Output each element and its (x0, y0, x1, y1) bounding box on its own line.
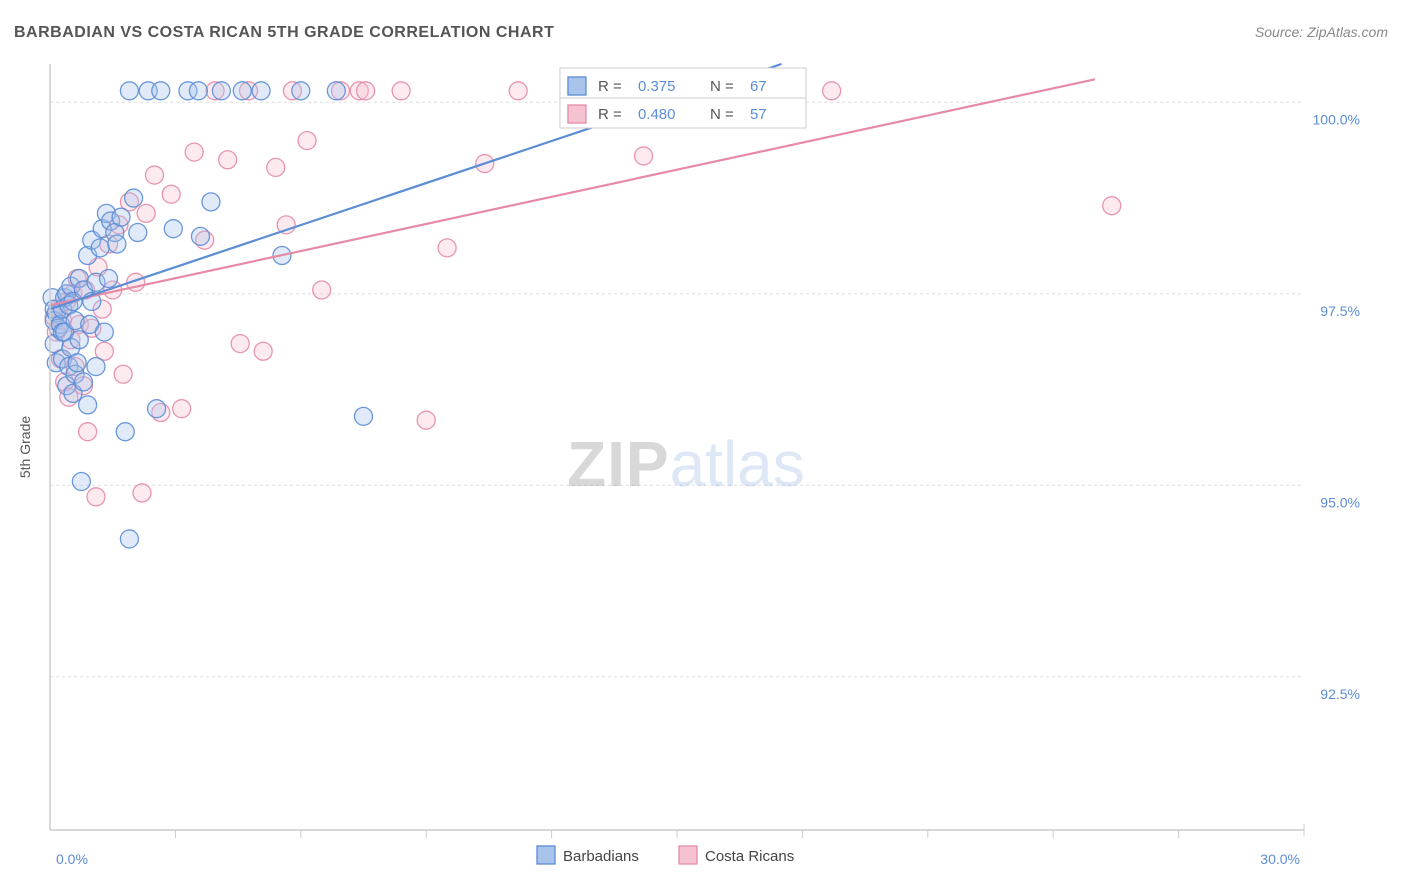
scatter-point (254, 342, 272, 360)
scatter-point (112, 208, 130, 226)
scatter-point (100, 269, 118, 287)
scatter-point (392, 82, 410, 100)
scatter-point (438, 239, 456, 257)
stats-n-label: N = (710, 78, 734, 95)
scatter-point (95, 323, 113, 341)
scatter-point (191, 227, 209, 245)
scatter-point (120, 82, 138, 100)
legend-swatch (568, 105, 586, 123)
correlation-chart: 92.5% 95.0% 97.5% 100.0% 0.0% 30.0% 5th Grade R… (14, 58, 1392, 880)
x-tick-label: 30.0% (1260, 851, 1300, 867)
stats-panel: R = 0.375 N = 67 R = 0.480 N = 57 (560, 68, 806, 128)
scatter-point (133, 484, 151, 502)
scatter-point (148, 400, 166, 418)
scatter-point (79, 396, 97, 414)
scatter-point (252, 82, 270, 100)
scatter-point (313, 281, 331, 299)
stats-r-label: R = (598, 106, 622, 123)
scatter-point (327, 82, 345, 100)
scatter-point (823, 82, 841, 100)
scatter-point (120, 530, 138, 548)
legend-label: Barbadians (563, 848, 639, 865)
scatter-point (267, 158, 285, 176)
scatter-point (125, 189, 143, 207)
scatter-point (164, 220, 182, 238)
stats-r-value: 0.375 (638, 78, 676, 95)
scatter-point (91, 239, 109, 257)
y-tick-label: 95.0% (1320, 494, 1360, 510)
y-tick-label: 97.5% (1320, 303, 1360, 319)
scatter-point (74, 373, 92, 391)
scatter-point (212, 82, 230, 100)
y-tick-label: 92.5% (1320, 686, 1360, 702)
scatter-point (87, 358, 105, 376)
scatter-point (202, 193, 220, 211)
scatter-point (70, 331, 88, 349)
scatter-point (114, 365, 132, 383)
scatter-point (116, 423, 134, 441)
scatter-point (509, 82, 527, 100)
scatter-point (357, 82, 375, 100)
scatter-point (173, 400, 191, 418)
scatter-point (146, 166, 164, 184)
plot-area: 92.5% 95.0% 97.5% 100.0% 0.0% 30.0% 5th Grade R… (14, 58, 1392, 880)
legend-label: Costa Ricans (705, 848, 794, 865)
scatter-point (72, 472, 90, 490)
legend-swatch (679, 846, 697, 864)
scatter-point (129, 224, 147, 242)
scatter-point (87, 488, 105, 506)
stats-n-value: 67 (750, 78, 767, 95)
scatter-point (189, 82, 207, 100)
scatter-point (185, 143, 203, 161)
scatter-point (292, 82, 310, 100)
legend-swatch (568, 77, 586, 95)
legend-swatch (537, 846, 555, 864)
scatter-point (231, 335, 249, 353)
scatter-point (68, 354, 86, 372)
scatter-point (1103, 197, 1121, 215)
scatter-point (108, 235, 126, 253)
scatter-point (79, 423, 97, 441)
scatter-point (417, 411, 435, 429)
stats-r-label: R = (598, 78, 622, 95)
scatter-point (137, 204, 155, 222)
chart-header: BARBADIAN VS COSTA RICAN 5TH GRADE CORRE… (14, 24, 1392, 48)
y-axis-label: 5th Grade (17, 416, 33, 478)
stats-n-label: N = (710, 106, 734, 123)
scatter-point (152, 82, 170, 100)
source-attribution: Source: ZipAtlas.com (1255, 24, 1388, 40)
y-tick-label: 100.0% (1313, 111, 1360, 127)
scatter-point (355, 407, 373, 425)
chart-title: BARBADIAN VS COSTA RICAN 5TH GRADE CORRE… (14, 24, 554, 41)
scatter-point (635, 147, 653, 165)
scatter-point (162, 185, 180, 203)
series-legend: Barbadians Costa Ricans (537, 846, 794, 865)
stats-r-value: 0.480 (638, 106, 676, 123)
x-tick-label: 0.0% (56, 851, 88, 867)
scatter-point (298, 132, 316, 150)
scatter-point (219, 151, 237, 169)
scatter-point (233, 82, 251, 100)
stats-n-value: 57 (750, 106, 767, 123)
